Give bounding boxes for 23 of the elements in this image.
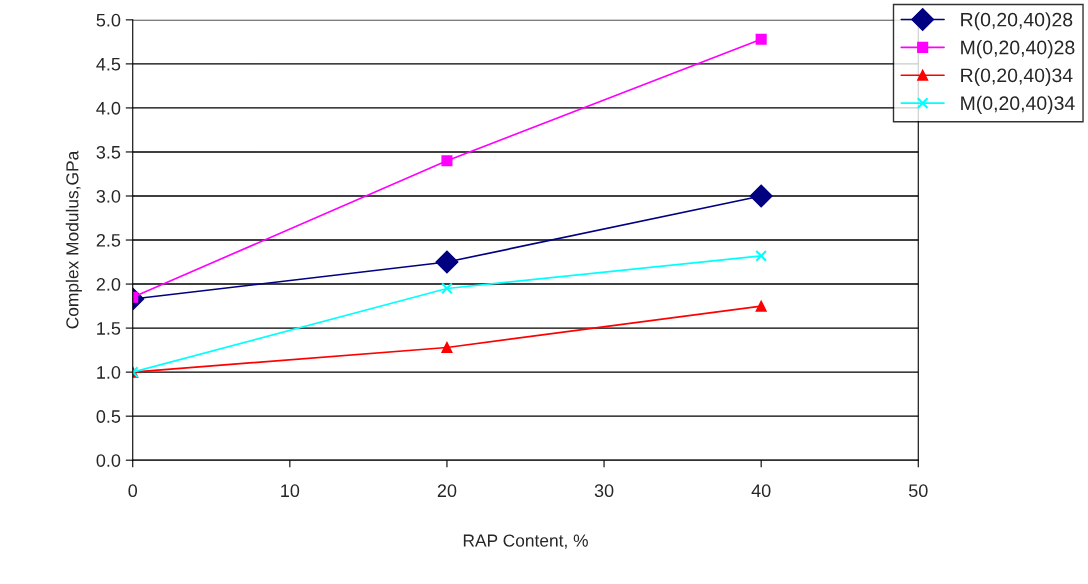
y-tick-label: 2.0 — [96, 277, 121, 291]
y-tick-label: 4.5 — [96, 58, 121, 71]
y-tick-label: 1.5 — [97, 322, 121, 335]
y-tick-label: 5.0 — [96, 13, 121, 27]
x-tick-label: 0 — [128, 484, 138, 498]
x-tick-label: 30 — [594, 484, 614, 498]
y-tick-label: 2.5 — [96, 233, 121, 247]
y-tick-label: 0.5 — [96, 410, 121, 423]
y-tick-label: 3.5 — [96, 145, 121, 159]
legend-label: M(0,20,40)34 — [961, 95, 1075, 114]
x-tick-label: 40 — [751, 484, 771, 498]
y-tick-label: 3.0 — [96, 189, 121, 203]
x-tick-label: 50 — [908, 484, 928, 498]
y-axis-title: Complex Modulus,GPa — [65, 150, 82, 329]
x-axis-title: RAP Content, % — [463, 534, 588, 549]
y-tick-label: 0.0 — [96, 454, 121, 467]
x-tick-label: 10 — [281, 484, 300, 498]
x-tick-label: 20 — [437, 484, 457, 498]
legend-label: R(0,20,40)34 — [961, 67, 1073, 87]
legend-label: R(0,20,40)28 — [961, 12, 1073, 31]
legend-label: M(0,20,40)28 — [961, 40, 1075, 59]
y-tick-label: 4.0 — [96, 101, 121, 115]
y-tick-label: 1.0 — [97, 366, 121, 379]
